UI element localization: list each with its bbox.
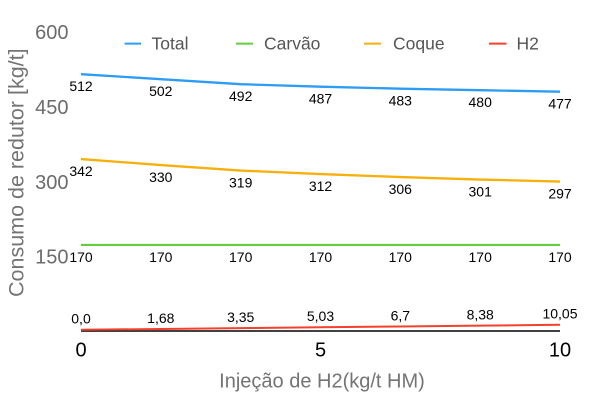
- svg-text:483: 483: [389, 93, 413, 109]
- svg-text:H2: H2: [517, 34, 539, 54]
- svg-text:342: 342: [69, 163, 93, 179]
- svg-text:Carvão: Carvão: [264, 34, 320, 54]
- svg-text:492: 492: [229, 88, 253, 104]
- svg-text:0: 0: [75, 340, 86, 362]
- svg-text:Injeção de H2(kg/t HM): Injeção de H2(kg/t HM): [219, 371, 425, 393]
- svg-text:10: 10: [549, 340, 571, 362]
- svg-text:Total: Total: [152, 34, 189, 54]
- svg-text:0,0: 0,0: [71, 311, 91, 327]
- svg-text:306: 306: [389, 181, 413, 197]
- svg-text:297: 297: [548, 186, 572, 202]
- svg-text:300: 300: [35, 172, 68, 194]
- svg-text:319: 319: [229, 175, 253, 191]
- svg-text:150: 150: [35, 247, 68, 269]
- svg-text:170: 170: [548, 249, 572, 265]
- svg-text:450: 450: [35, 97, 68, 119]
- svg-text:170: 170: [309, 249, 333, 265]
- svg-text:477: 477: [548, 96, 572, 112]
- svg-text:330: 330: [149, 169, 173, 185]
- svg-text:170: 170: [69, 249, 93, 265]
- svg-text:5,03: 5,03: [307, 308, 334, 324]
- svg-text:10,05: 10,05: [542, 306, 577, 322]
- svg-text:487: 487: [309, 91, 333, 107]
- svg-text:6,7: 6,7: [391, 307, 411, 323]
- svg-text:Consumo de redutor [kg/t]: Consumo de redutor [kg/t]: [5, 48, 29, 297]
- svg-text:3,35: 3,35: [227, 309, 254, 325]
- svg-text:512: 512: [69, 78, 93, 94]
- svg-text:502: 502: [149, 83, 173, 99]
- svg-text:480: 480: [469, 94, 493, 110]
- svg-text:8,38: 8,38: [467, 306, 494, 322]
- svg-text:Coque: Coque: [393, 34, 445, 54]
- svg-text:170: 170: [389, 249, 413, 265]
- svg-text:170: 170: [469, 249, 493, 265]
- svg-text:312: 312: [309, 178, 333, 194]
- svg-text:170: 170: [149, 249, 173, 265]
- svg-text:301: 301: [469, 184, 493, 200]
- svg-text:600: 600: [35, 22, 68, 44]
- svg-text:5: 5: [315, 340, 326, 362]
- svg-text:170: 170: [229, 249, 253, 265]
- svg-text:1,68: 1,68: [147, 310, 174, 326]
